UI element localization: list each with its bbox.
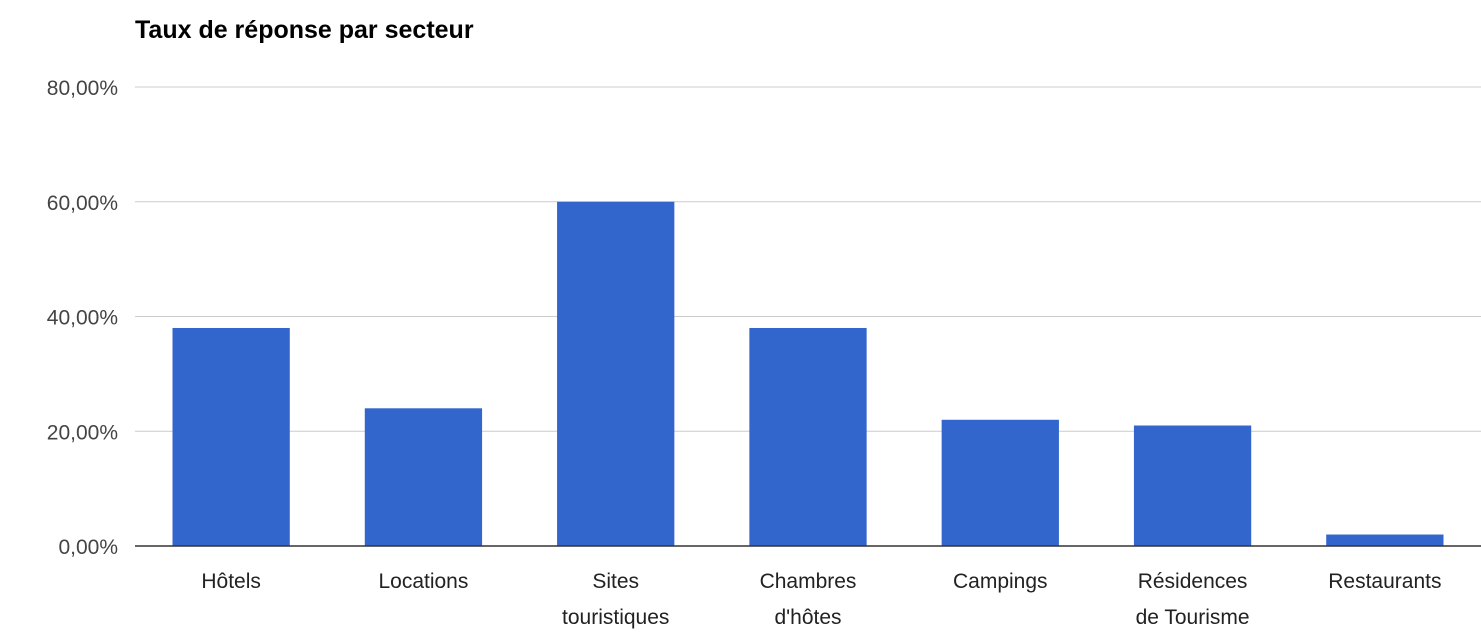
x-tick-label: Restaurants: [1328, 570, 1441, 593]
y-tick-label: 20,00%: [47, 421, 118, 444]
bar: [1326, 534, 1444, 546]
x-tick-label: Chambres d'hôtes: [760, 570, 857, 629]
x-tick-label: Sites touristiques: [562, 570, 669, 629]
x-tick-label-line: Chambres: [760, 570, 857, 593]
y-tick-label: 40,00%: [47, 307, 118, 330]
x-tick-label: Résidences de Tourisme: [1136, 570, 1250, 629]
x-tick-label-line: Locations: [378, 570, 468, 593]
y-tick-label: 80,00%: [47, 77, 118, 100]
x-tick-label-line: d'hôtes: [774, 606, 841, 629]
x-tick-label-line: Restaurants: [1328, 570, 1441, 593]
bar: [172, 327, 290, 546]
x-tick-label-line: Sites: [592, 570, 639, 593]
bar: [749, 327, 867, 546]
x-tick-label: Campings: [953, 570, 1048, 593]
x-tick-label: Locations: [378, 570, 468, 593]
y-tick-label: 60,00%: [47, 192, 118, 215]
chart-title: Taux de réponse par secteur: [135, 16, 474, 44]
bars: [172, 201, 1444, 546]
x-tick-label-line: Hôtels: [201, 570, 261, 593]
bar: [557, 201, 675, 546]
x-tick-label: Hôtels: [201, 570, 261, 593]
x-tick-label-line: de Tourisme: [1136, 606, 1250, 629]
x-axis-labels: Hôtels Locations Sites touristiques Chambres…: [201, 570, 1441, 629]
y-axis-ticks: 0,00% 20,00% 40,00% 60,00% 80,00%: [47, 77, 118, 559]
x-tick-label-line: touristiques: [562, 606, 669, 629]
y-tick-label: 0,00%: [58, 536, 118, 559]
bar: [1133, 425, 1252, 546]
bar: [364, 408, 483, 546]
bar: [941, 419, 1059, 546]
x-tick-label-line: Résidences: [1138, 570, 1248, 593]
x-tick-label-line: Campings: [953, 570, 1048, 593]
